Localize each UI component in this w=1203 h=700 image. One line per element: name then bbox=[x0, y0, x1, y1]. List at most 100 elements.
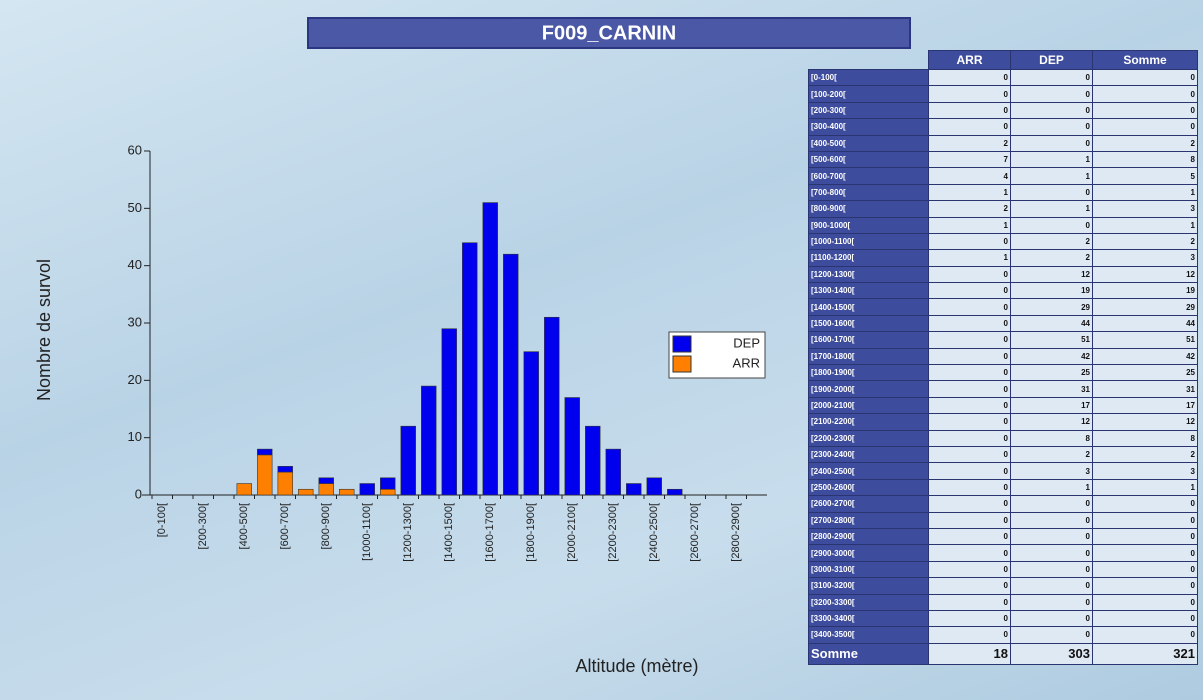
table-cell: 0 bbox=[1093, 627, 1198, 643]
table-cell: 0 bbox=[929, 299, 1011, 315]
row-label: [3100-3200[ bbox=[809, 578, 929, 594]
table-cell: 2 bbox=[929, 201, 1011, 217]
x-tick-label: [2000-2100[ bbox=[566, 503, 578, 562]
table-cell: 0 bbox=[929, 381, 1011, 397]
row-label: [1400-1500[ bbox=[809, 299, 929, 315]
table-cell: 12 bbox=[1011, 414, 1093, 430]
table-row: [300-400[000 bbox=[809, 119, 1198, 135]
table-cell: 42 bbox=[1011, 348, 1093, 364]
row-label: [1900-2000[ bbox=[809, 381, 929, 397]
table-cell: 0 bbox=[1093, 578, 1198, 594]
row-label: [2400-2500[ bbox=[809, 463, 929, 479]
table-cell: 3 bbox=[1093, 463, 1198, 479]
table-cell: 0 bbox=[1011, 184, 1093, 200]
table-cell: 0 bbox=[1011, 119, 1093, 135]
table-cell: 8 bbox=[1093, 430, 1198, 446]
bar bbox=[647, 478, 662, 495]
table-cell: 3 bbox=[1093, 250, 1198, 266]
table-cell: 44 bbox=[1011, 315, 1093, 331]
table-row: [1200-1300[01212 bbox=[809, 266, 1198, 282]
table-cell: 0 bbox=[929, 512, 1011, 528]
table-row: [700-800[101 bbox=[809, 184, 1198, 200]
table-cell: 0 bbox=[1011, 135, 1093, 151]
total-cell: 321 bbox=[1093, 643, 1198, 664]
table-cell: 0 bbox=[1011, 610, 1093, 626]
bar bbox=[278, 472, 293, 495]
x-tick-label: [1200-1300[ bbox=[402, 503, 414, 562]
table-cell: 2 bbox=[1093, 135, 1198, 151]
table-cell: 0 bbox=[929, 70, 1011, 86]
x-tick-label: [2200-2300[ bbox=[607, 503, 619, 562]
table-cell: 0 bbox=[1093, 545, 1198, 561]
title: F009_CARNIN bbox=[542, 22, 676, 44]
table-cell: 1 bbox=[1093, 184, 1198, 200]
legend-label: DEP bbox=[733, 335, 760, 350]
x-tick-label: [1600-1700[ bbox=[484, 503, 496, 562]
table-cell: 0 bbox=[1011, 594, 1093, 610]
row-label: [2200-2300[ bbox=[809, 430, 929, 446]
table-cell: 1 bbox=[929, 250, 1011, 266]
table-cell: 0 bbox=[929, 86, 1011, 102]
table-cell: 0 bbox=[1011, 578, 1093, 594]
table-cell: 0 bbox=[929, 283, 1011, 299]
row-label: [200-300[ bbox=[809, 102, 929, 118]
table-row: [1900-2000[03131 bbox=[809, 381, 1198, 397]
bar bbox=[544, 317, 559, 495]
table-cell: 0 bbox=[929, 332, 1011, 348]
table-row: [1800-1900[02525 bbox=[809, 365, 1198, 381]
y-tick-label: 10 bbox=[128, 429, 142, 444]
table-cell: 0 bbox=[929, 414, 1011, 430]
bar bbox=[585, 426, 600, 495]
table-cell: 31 bbox=[1093, 381, 1198, 397]
row-label: [400-500[ bbox=[809, 135, 929, 151]
x-tick-label: [200-300[ bbox=[197, 503, 209, 549]
y-tick-label: 30 bbox=[128, 314, 142, 329]
table-cell: 0 bbox=[1011, 627, 1093, 643]
row-label: [2300-2400[ bbox=[809, 446, 929, 462]
bar bbox=[442, 329, 457, 495]
table-row: [200-300[000 bbox=[809, 102, 1198, 118]
bar bbox=[606, 449, 621, 495]
bar bbox=[565, 398, 580, 495]
table-cell: 29 bbox=[1093, 299, 1198, 315]
bar bbox=[360, 484, 375, 495]
table-cell: 0 bbox=[1011, 528, 1093, 544]
table-cell: 0 bbox=[1011, 561, 1093, 577]
row-label: [3000-3100[ bbox=[809, 561, 929, 577]
table-cell: 0 bbox=[1011, 496, 1093, 512]
table-row: [500-600[718 bbox=[809, 151, 1198, 167]
y-tick-label: 40 bbox=[128, 257, 142, 272]
column-header: DEP bbox=[1011, 51, 1093, 70]
y-tick-label: 50 bbox=[128, 200, 142, 215]
row-label: [1600-1700[ bbox=[809, 332, 929, 348]
row-label: [3400-3500[ bbox=[809, 627, 929, 643]
row-label: [2700-2800[ bbox=[809, 512, 929, 528]
total-cell: 303 bbox=[1011, 643, 1093, 664]
table-cell: 0 bbox=[1093, 102, 1198, 118]
row-label: [3300-3400[ bbox=[809, 610, 929, 626]
table-cell: 4 bbox=[929, 168, 1011, 184]
bar bbox=[237, 484, 252, 495]
table-cell: 0 bbox=[929, 348, 1011, 364]
table-cell: 0 bbox=[929, 397, 1011, 413]
row-label: [900-1000[ bbox=[809, 217, 929, 233]
table-cell: 0 bbox=[929, 315, 1011, 331]
bar bbox=[319, 484, 334, 495]
row-label: [2800-2900[ bbox=[809, 528, 929, 544]
table-cell: 0 bbox=[929, 627, 1011, 643]
bar bbox=[380, 478, 395, 489]
bar bbox=[319, 478, 334, 484]
table-cell: 1 bbox=[1093, 217, 1198, 233]
table-cell: 0 bbox=[1011, 217, 1093, 233]
